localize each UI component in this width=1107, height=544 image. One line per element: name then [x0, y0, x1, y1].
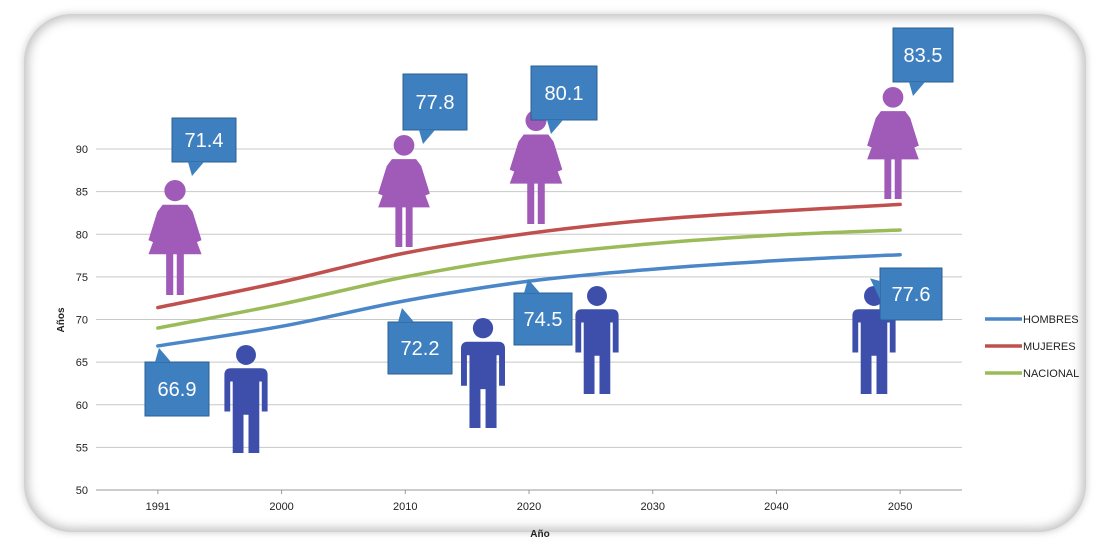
woman-icon: [867, 87, 919, 199]
callout-value: 77.8: [416, 92, 455, 114]
x-tick-label: 1991: [146, 501, 170, 513]
x-tick-label: 2040: [764, 501, 788, 513]
y-axis-ticks: 50 55 60 65 70 75 80 85 90: [76, 144, 88, 497]
y-tick-label: 75: [76, 272, 88, 284]
x-tick-label: 2050: [888, 501, 912, 513]
callout-value: 77.6: [892, 284, 931, 306]
legend: HOMBRES MUJERES NACIONAL: [985, 314, 1079, 380]
man-icon: [224, 345, 268, 453]
value-callout: 80.1: [530, 65, 598, 134]
value-callout: 77.6: [870, 267, 943, 321]
woman-icon: [148, 180, 202, 295]
legend-label: HOMBRES: [1023, 314, 1079, 326]
callout-value: 66.9: [158, 379, 197, 401]
woman-icon: [378, 135, 430, 247]
series-line-mujeres: [156, 202, 902, 310]
value-callout: 83.5: [892, 27, 954, 96]
x-axis-label: Año: [530, 529, 549, 540]
value-callout: 72.2: [387, 308, 453, 375]
y-axis-label: Años: [56, 307, 67, 332]
y-tick-label: 65: [76, 357, 88, 369]
y-tick-label: 55: [76, 442, 88, 454]
value-callouts: 71.4 77.8 80.1 83.5 66.9 72.2 74.5 77.6: [144, 27, 954, 417]
value-callout: 74.5: [513, 279, 573, 346]
man-icon: [461, 318, 505, 428]
value-callout: 71.4: [171, 117, 237, 176]
y-tick-label: 70: [76, 315, 88, 327]
callout-value: 71.4: [185, 130, 224, 152]
y-tick-label: 60: [76, 400, 88, 412]
series-line-nacional: [156, 228, 902, 330]
y-tick-label: 85: [76, 187, 88, 199]
value-callout: 77.8: [402, 73, 468, 144]
man-icon: [575, 286, 619, 394]
legend-label: NACIONAL: [1023, 368, 1079, 380]
x-tick-label: 2020: [517, 501, 541, 513]
callout-value: 72.2: [401, 338, 440, 360]
x-tick-label: 2030: [640, 501, 664, 513]
callout-value: 83.5: [904, 45, 943, 67]
legend-label: MUJERES: [1023, 341, 1076, 353]
value-callout: 66.9: [144, 348, 210, 417]
people-icons: [148, 87, 919, 453]
y-tick-label: 90: [76, 144, 88, 156]
y-tick-label: 50: [76, 485, 88, 497]
x-tick-label: 2000: [269, 501, 293, 513]
x-axis-ticks: 1991 2000 2010 2020 2030 2040 2050: [146, 490, 912, 513]
callout-value: 74.5: [524, 309, 563, 331]
y-tick-label: 80: [76, 229, 88, 241]
x-tick-label: 2010: [393, 501, 417, 513]
callout-value: 80.1: [545, 83, 584, 105]
